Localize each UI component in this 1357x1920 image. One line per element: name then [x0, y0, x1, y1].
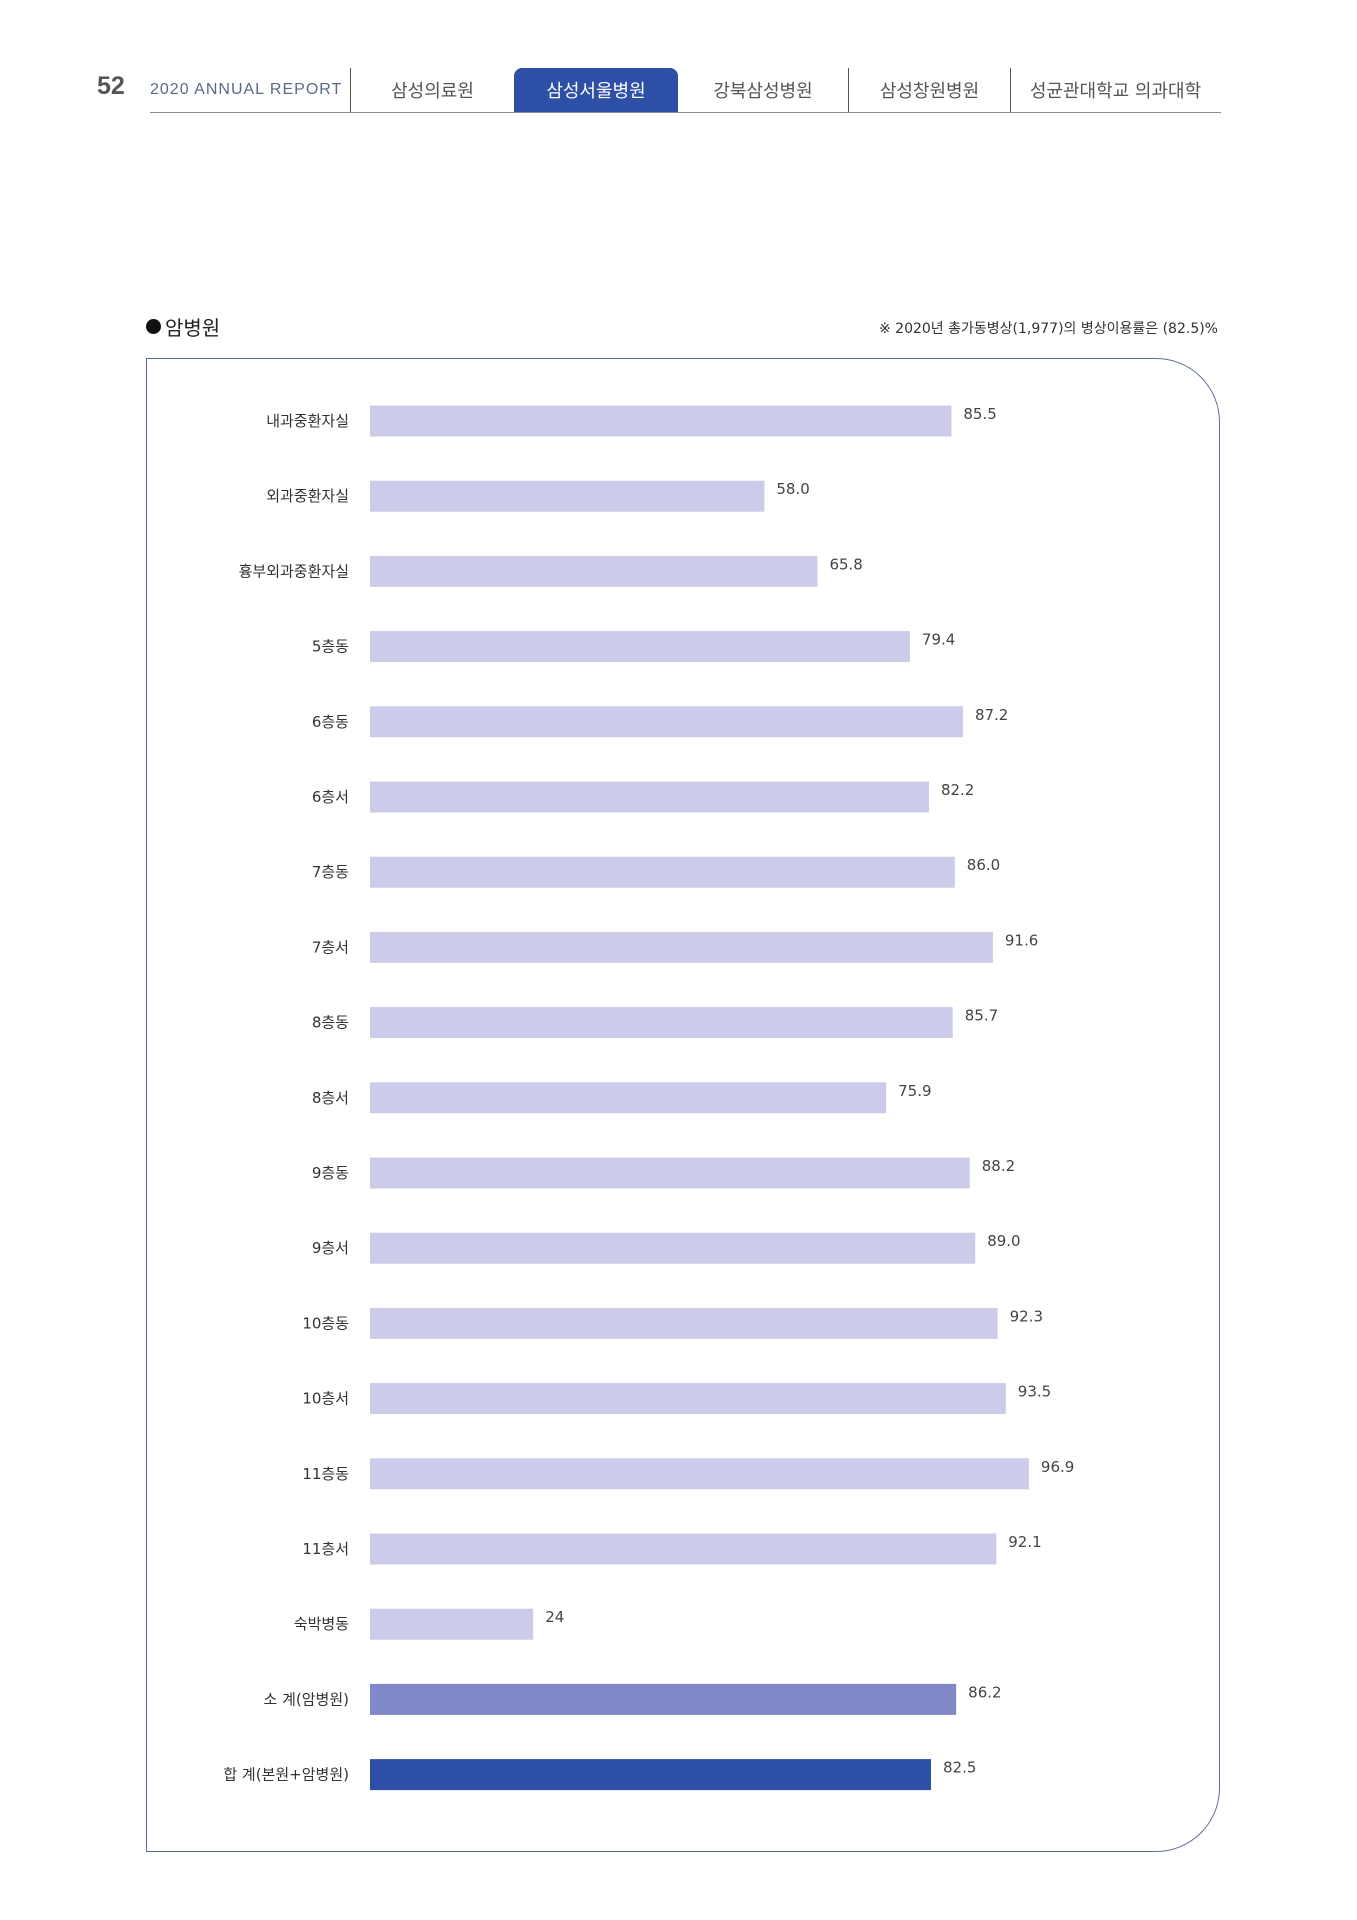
- bar: [370, 856, 955, 888]
- tab-samsung-medical-center[interactable]: 삼성의료원: [350, 68, 514, 112]
- bar: [370, 1157, 970, 1189]
- occupancy-note: ※ 2020년 총가동병상(1,977)의 병상이용률은 (82.5)%: [878, 321, 1218, 337]
- category-label: 9층동: [312, 1164, 349, 1182]
- category-label: 숙박병동: [294, 1615, 349, 1633]
- bar: [370, 1683, 957, 1715]
- value-label: 87.2: [975, 706, 1008, 724]
- bar: [370, 1608, 534, 1640]
- tab-skku-medical-school[interactable]: 성균관대학교 의과대학: [1010, 68, 1220, 112]
- bar: [370, 1458, 1029, 1490]
- value-label: 89.0: [987, 1232, 1020, 1250]
- section-tabs: 삼성의료원 삼성서울병원 강북삼성병원 삼성창원병원 성균관대학교 의과대학: [350, 68, 1220, 112]
- value-label: 79.4: [922, 631, 955, 649]
- value-label: 85.7: [965, 1007, 998, 1025]
- value-label: 75.9: [898, 1082, 931, 1100]
- value-label: 82.2: [941, 781, 974, 799]
- category-label: 8층서: [312, 1089, 349, 1107]
- category-label: 7층동: [312, 863, 349, 881]
- chart-frame: [146, 358, 1220, 1852]
- bar: [370, 931, 993, 963]
- value-label: 86.2: [968, 1683, 1001, 1701]
- tab-samsung-seoul-hospital[interactable]: 삼성서울병원: [514, 68, 678, 112]
- category-label: 6층서: [312, 788, 349, 806]
- bar: [370, 1232, 976, 1264]
- bar: [370, 1759, 931, 1791]
- bar: [370, 1307, 998, 1339]
- value-label: 93.5: [1018, 1383, 1051, 1401]
- bar: [370, 631, 910, 663]
- page-number: 52: [97, 72, 125, 100]
- value-label: 58.0: [776, 480, 809, 498]
- value-label: 65.8: [829, 555, 862, 573]
- value-label: 96.9: [1041, 1458, 1074, 1476]
- category-label: 외과중환자실: [266, 487, 349, 505]
- category-label: 11층서: [302, 1540, 349, 1558]
- bar: [370, 1007, 953, 1039]
- value-label: 82.5: [943, 1759, 976, 1777]
- category-label: 11층동: [302, 1465, 349, 1483]
- value-label: 88.2: [982, 1157, 1015, 1175]
- value-label: 91.6: [1005, 931, 1038, 949]
- bar: [370, 405, 952, 437]
- category-label: 소 계(암병원): [264, 1690, 349, 1708]
- category-label: 6층동: [312, 713, 349, 731]
- bar: [370, 781, 929, 813]
- category-label: 8층동: [312, 1014, 349, 1032]
- category-label: 합 계(본원+암병원): [223, 1766, 349, 1784]
- header-rule: [150, 112, 1221, 113]
- category-label: 9층서: [312, 1239, 349, 1257]
- bar: [370, 1082, 887, 1114]
- bar: [370, 555, 818, 587]
- category-label: 10층동: [302, 1314, 349, 1332]
- bar: [370, 1533, 997, 1565]
- bullet-dot-icon: [146, 319, 161, 334]
- bar: [370, 480, 765, 512]
- value-label: 86.0: [967, 856, 1000, 874]
- value-label: 24: [545, 1608, 564, 1626]
- tab-samsung-changwon-hospital[interactable]: 삼성창원병원: [848, 68, 1010, 112]
- category-label: 흉부외과중환자실: [239, 562, 349, 580]
- value-label: 92.1: [1008, 1533, 1041, 1551]
- section-title: 암병원: [165, 316, 221, 340]
- category-label: 5층동: [312, 638, 349, 656]
- value-label: 85.5: [963, 405, 996, 423]
- section-heading: 암병원: [146, 312, 220, 341]
- bar: [370, 706, 963, 738]
- value-label: 92.3: [1010, 1307, 1043, 1325]
- bar: [370, 1383, 1006, 1415]
- category-label: 10층서: [302, 1390, 349, 1408]
- category-label: 내과중환자실: [266, 412, 349, 430]
- report-title: 2020 ANNUAL REPORT: [150, 81, 343, 98]
- category-label: 7층서: [312, 938, 349, 956]
- tab-kangbuk-samsung-hospital[interactable]: 강북삼성병원: [713, 81, 813, 102]
